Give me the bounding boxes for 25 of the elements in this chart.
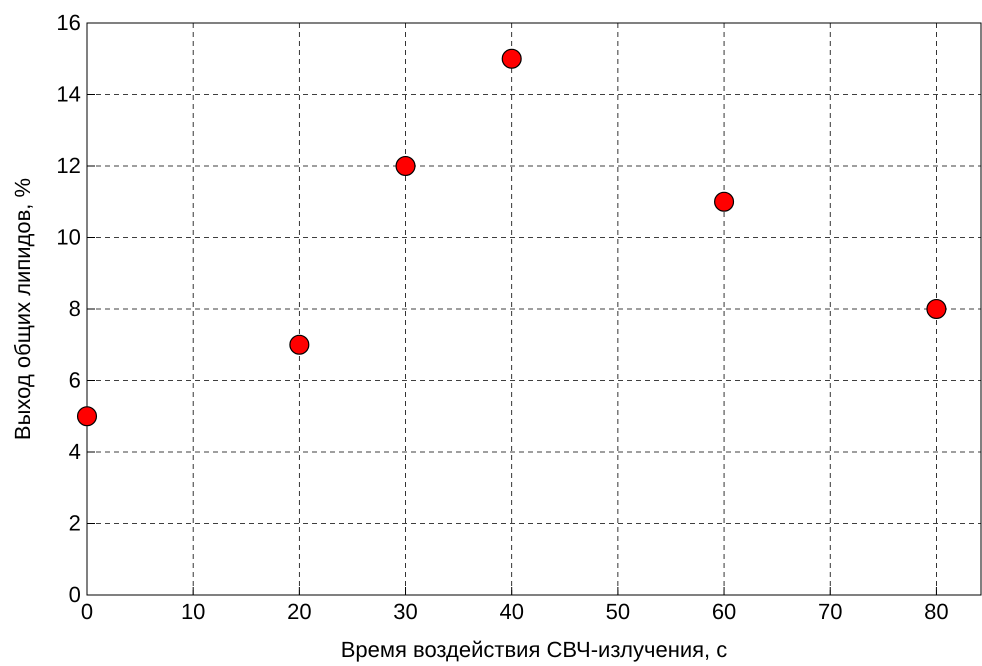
y-tick-label: 2 xyxy=(68,510,81,536)
y-tick-label: 12 xyxy=(56,153,81,178)
y-tick-label: 16 xyxy=(56,10,81,36)
y-tick-label: 14 xyxy=(56,82,81,107)
point xyxy=(76,406,98,426)
y-tick-label: 6 xyxy=(68,368,81,393)
point xyxy=(926,298,946,320)
x-tick-label: 20 xyxy=(287,598,312,624)
point xyxy=(714,192,734,212)
point xyxy=(395,156,416,176)
x-tick-label: 60 xyxy=(712,598,736,624)
point xyxy=(289,334,310,355)
x-tick-label: 40 xyxy=(499,598,524,624)
x-tick-label: 80 xyxy=(924,598,949,624)
y-tick-label: 0 xyxy=(68,582,81,608)
x-tick-label: 30 xyxy=(393,598,418,624)
y-tick-label: 8 xyxy=(68,296,81,322)
y-tick-label: 4 xyxy=(68,439,81,464)
x-axis-title: Время воздействия СВЧ-излучения, с xyxy=(340,637,728,662)
x-tick-label: 70 xyxy=(818,598,842,624)
y-tick-label: 10 xyxy=(56,224,81,250)
x-tick-label: 10 xyxy=(180,598,206,624)
y-axis-title: Выход общих липидов, % xyxy=(10,178,35,440)
x-tick-label: 50 xyxy=(606,598,630,624)
point xyxy=(502,48,522,69)
